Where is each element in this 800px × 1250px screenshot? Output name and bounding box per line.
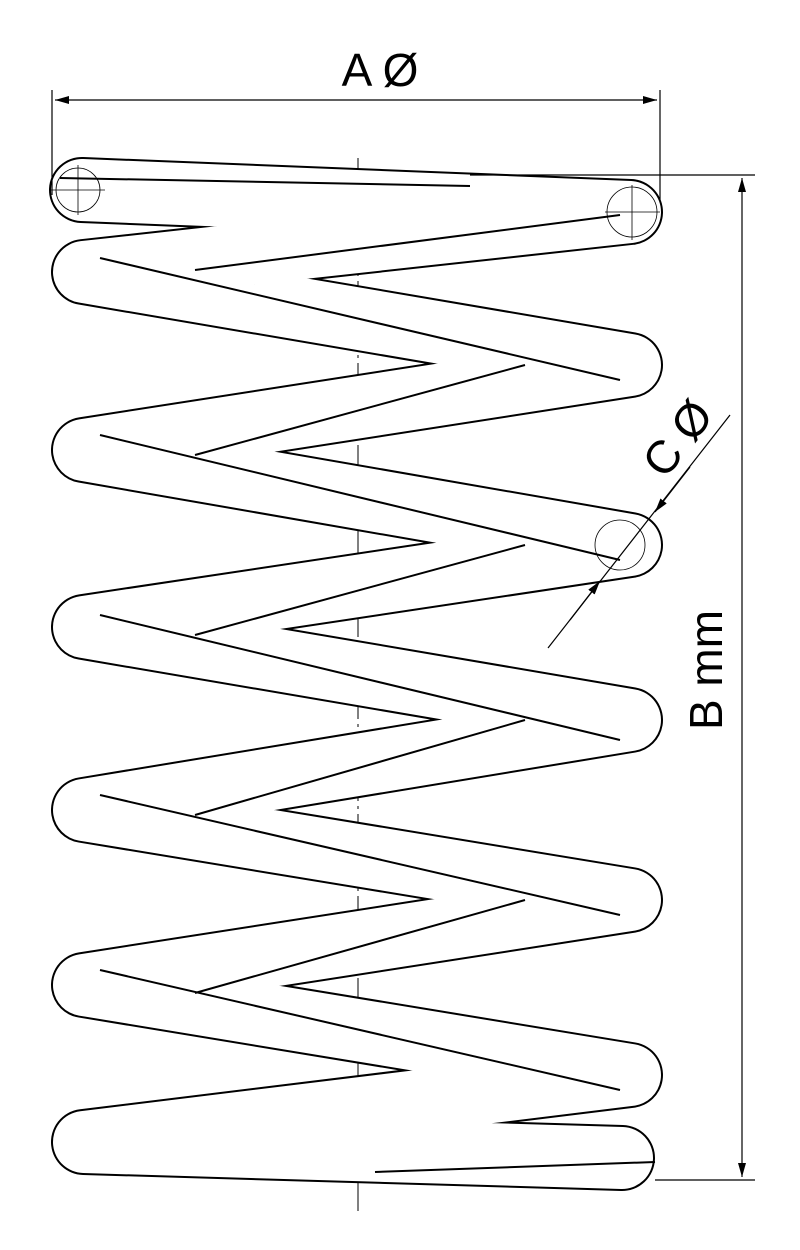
spring-coil — [49, 157, 663, 1191]
dimension-b — [470, 174, 755, 1181]
dimension-a — [51, 90, 661, 200]
label-a: A Ø — [342, 44, 419, 96]
dimension-c — [547, 414, 731, 649]
label-b: B mm — [680, 610, 732, 730]
